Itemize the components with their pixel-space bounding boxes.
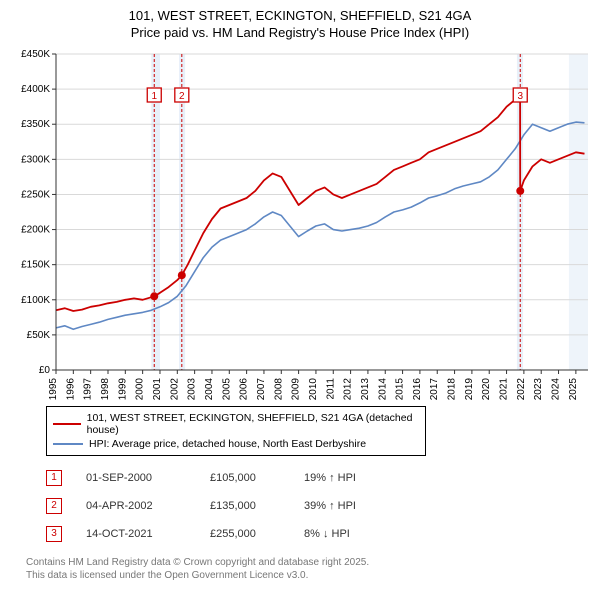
title-line1: 101, WEST STREET, ECKINGTON, SHEFFIELD, … [129, 8, 472, 23]
event-date: 01-SEP-2000 [86, 472, 186, 484]
svg-text:2009: 2009 [291, 377, 302, 399]
svg-text:£300K: £300K [21, 154, 50, 165]
svg-text:2023: 2023 [533, 377, 544, 399]
footnote-line1: Contains HM Land Registry data © Crown c… [26, 557, 369, 568]
svg-text:£350K: £350K [21, 119, 50, 130]
legend-label-2: HPI: Average price, detached house, Nort… [89, 438, 366, 450]
svg-text:1999: 1999 [117, 377, 128, 399]
svg-text:£100K: £100K [21, 295, 50, 306]
chart-area: 1 2 3 £0 £50K £100K £150K £200K £250K £300K £350K £… [12, 48, 588, 400]
svg-text:2013: 2013 [360, 377, 371, 399]
event-delta: 19% ↑ HPI [304, 472, 356, 484]
legend-label-1: 101, WEST STREET, ECKINGTON, SHEFFIELD, … [87, 412, 419, 436]
svg-text:2: 2 [179, 91, 185, 102]
svg-text:2007: 2007 [256, 377, 267, 399]
svg-text:2016: 2016 [412, 377, 423, 399]
svg-text:2018: 2018 [447, 377, 458, 399]
legend-swatch-2 [53, 443, 83, 445]
event-badge-icon: 2 [46, 498, 62, 514]
event-row: 1 01-SEP-2000 £105,000 19% ↑ HPI [46, 464, 578, 492]
svg-text:2025: 2025 [568, 377, 579, 399]
svg-text:2017: 2017 [429, 377, 440, 399]
event-date: 14-OCT-2021 [86, 528, 186, 540]
svg-text:2012: 2012 [343, 377, 354, 399]
svg-text:2008: 2008 [273, 377, 284, 399]
event-delta: 39% ↑ HPI [304, 500, 356, 512]
event-delta: 8% ↓ HPI [304, 528, 350, 540]
legend-row-2: HPI: Average price, detached house, Nort… [53, 437, 419, 451]
svg-text:£400K: £400K [21, 84, 50, 95]
event-table: 1 01-SEP-2000 £105,000 19% ↑ HPI 2 04-APR-200… [46, 464, 578, 548]
event-price: £105,000 [210, 472, 280, 484]
chart-title: 101, WEST STREET, ECKINGTON, SHEFFIELD, … [12, 8, 588, 42]
svg-text:2004: 2004 [204, 377, 215, 399]
title-line2: Price paid vs. HM Land Registry's House … [131, 25, 469, 40]
footnote: Contains HM Land Registry data © Crown c… [26, 556, 578, 582]
footnote-line2: This data is licensed under the Open Gov… [26, 570, 308, 581]
svg-text:£0: £0 [39, 365, 51, 376]
event-badge-icon: 3 [46, 526, 62, 542]
svg-text:2010: 2010 [308, 377, 319, 399]
legend-box: 101, WEST STREET, ECKINGTON, SHEFFIELD, … [46, 406, 426, 456]
svg-text:3: 3 [517, 91, 523, 102]
legend-row-1: 101, WEST STREET, ECKINGTON, SHEFFIELD, … [53, 411, 419, 437]
svg-text:2001: 2001 [152, 377, 163, 399]
svg-text:2002: 2002 [169, 377, 180, 399]
svg-text:2014: 2014 [377, 377, 388, 399]
event-badge-icon: 1 [46, 470, 62, 486]
svg-text:£250K: £250K [21, 189, 50, 200]
svg-text:2015: 2015 [395, 377, 406, 399]
svg-text:2005: 2005 [221, 377, 232, 399]
svg-text:2020: 2020 [481, 377, 492, 399]
svg-text:1997: 1997 [83, 377, 94, 399]
svg-text:2003: 2003 [187, 377, 198, 399]
svg-text:£150K: £150K [21, 259, 50, 270]
svg-text:2019: 2019 [464, 377, 475, 399]
svg-text:1995: 1995 [48, 377, 59, 399]
event-price: £135,000 [210, 500, 280, 512]
svg-text:£200K: £200K [21, 224, 50, 235]
svg-text:1: 1 [151, 91, 157, 102]
svg-text:2024: 2024 [551, 377, 562, 399]
svg-text:1996: 1996 [65, 377, 76, 399]
event-price: £255,000 [210, 528, 280, 540]
svg-text:2000: 2000 [135, 377, 146, 399]
svg-text:2022: 2022 [516, 377, 527, 399]
svg-text:£50K: £50K [27, 330, 51, 341]
event-row: 3 14-OCT-2021 £255,000 8% ↓ HPI [46, 520, 578, 548]
svg-text:1998: 1998 [100, 377, 111, 399]
event-date: 04-APR-2002 [86, 500, 186, 512]
svg-text:2011: 2011 [325, 377, 336, 399]
legend-swatch-1 [53, 423, 81, 425]
svg-text:£450K: £450K [21, 49, 50, 60]
svg-text:2006: 2006 [239, 377, 250, 399]
event-row: 2 04-APR-2002 £135,000 39% ↑ HPI [46, 492, 578, 520]
svg-text:2021: 2021 [499, 377, 510, 399]
